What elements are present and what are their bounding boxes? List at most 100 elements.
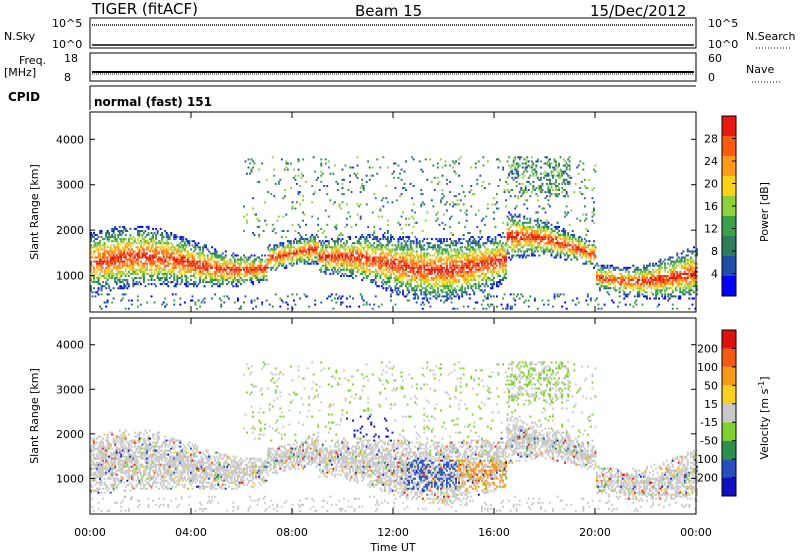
heatmap-cell bbox=[152, 275, 154, 277]
heatmap-cell bbox=[463, 203, 465, 205]
heatmap-cell bbox=[131, 277, 133, 279]
heatmap-cell bbox=[326, 267, 328, 269]
heatmap-cell bbox=[226, 279, 228, 281]
heatmap-cell bbox=[148, 232, 150, 234]
heatmap-cell bbox=[504, 293, 506, 295]
heatmap-cell bbox=[134, 257, 136, 259]
heatmap-cell bbox=[484, 187, 486, 189]
heatmap-cell bbox=[475, 250, 477, 252]
heatmap-cell bbox=[317, 177, 319, 179]
heatmap-cell bbox=[282, 302, 284, 304]
heatmap-cell bbox=[349, 181, 351, 183]
heatmap-cell bbox=[337, 263, 339, 265]
heatmap-cell bbox=[363, 267, 365, 269]
heatmap-cell bbox=[455, 160, 457, 162]
heatmap-cell bbox=[492, 261, 494, 263]
heatmap-cell bbox=[517, 234, 519, 236]
heatmap-cell bbox=[410, 257, 412, 259]
heatmap-cell bbox=[193, 259, 195, 261]
heatmap-cell bbox=[551, 224, 553, 226]
heatmap-cell bbox=[351, 263, 353, 265]
heatmap-cell bbox=[431, 273, 433, 275]
heatmap-cell bbox=[269, 250, 271, 252]
heatmap-cell bbox=[285, 250, 287, 252]
heatmap-cell bbox=[104, 275, 106, 277]
heatmap-cell bbox=[151, 279, 153, 281]
heatmap-cell bbox=[557, 195, 559, 197]
heatmap-cell bbox=[363, 185, 365, 187]
heatmap-cell bbox=[254, 263, 256, 265]
heatmap-cell bbox=[311, 259, 313, 261]
heatmap-cell bbox=[492, 287, 494, 289]
heatmap-cell bbox=[296, 201, 298, 203]
heatmap-cell bbox=[463, 191, 465, 193]
heatmap-cell bbox=[122, 281, 124, 283]
heatmap-cell bbox=[431, 285, 433, 287]
heatmap-cell bbox=[205, 275, 207, 277]
heatmap-cell bbox=[187, 277, 189, 279]
heatmap-cell bbox=[454, 269, 456, 271]
heatmap-cell bbox=[287, 295, 289, 297]
heatmap-cell bbox=[525, 189, 527, 191]
heatmap-cell bbox=[499, 179, 501, 181]
heatmap-cell bbox=[199, 306, 201, 308]
heatmap-cell bbox=[93, 277, 95, 279]
heatmap-cell bbox=[511, 257, 513, 259]
heatmap-cell bbox=[95, 273, 97, 275]
heatmap-cell bbox=[289, 255, 291, 257]
heatmap-cell bbox=[139, 253, 141, 255]
heatmap-cell bbox=[337, 269, 339, 271]
heatmap-cell bbox=[273, 265, 275, 267]
heatmap-cell bbox=[472, 236, 474, 238]
heatmap-cell bbox=[261, 304, 263, 306]
heatmap-cell bbox=[232, 253, 234, 255]
heatmap-cell bbox=[504, 189, 506, 191]
heatmap-cell bbox=[440, 238, 442, 240]
heatmap-cell bbox=[523, 236, 525, 238]
heatmap-cell bbox=[526, 230, 528, 232]
heatmap-cell bbox=[381, 261, 383, 263]
heatmap-cell bbox=[502, 232, 504, 234]
heatmap-cell bbox=[204, 302, 206, 304]
heatmap-cell bbox=[132, 242, 134, 244]
heatmap-cell bbox=[284, 248, 286, 250]
heatmap-cell bbox=[446, 263, 448, 265]
heatmap-cell bbox=[334, 255, 336, 257]
heatmap-cell bbox=[531, 228, 533, 230]
heatmap-cell bbox=[196, 308, 198, 310]
heatmap-cell bbox=[220, 306, 222, 308]
heatmap-cell bbox=[426, 248, 428, 250]
heatmap-cell bbox=[275, 183, 277, 185]
heatmap-cell bbox=[495, 263, 497, 265]
heatmap-cell bbox=[211, 267, 213, 269]
heatmap-cell bbox=[387, 238, 389, 240]
heatmap-cell bbox=[266, 271, 268, 273]
heatmap-cell bbox=[313, 156, 315, 158]
heatmap-cell bbox=[470, 287, 472, 289]
heatmap-cell bbox=[140, 240, 142, 242]
heatmap-cell bbox=[502, 242, 504, 244]
heatmap-cell bbox=[363, 187, 365, 189]
heatmap-cell bbox=[498, 244, 500, 246]
heatmap-cell bbox=[446, 238, 448, 240]
heatmap-cell bbox=[499, 275, 501, 277]
heatmap-cell bbox=[304, 242, 306, 244]
heatmap-cell bbox=[535, 173, 537, 175]
heatmap-cell bbox=[349, 236, 351, 238]
heatmap-cell bbox=[92, 273, 94, 275]
heatmap-cell bbox=[342, 183, 344, 185]
heatmap-cell bbox=[507, 244, 509, 246]
heatmap-cell bbox=[349, 175, 351, 177]
heatmap-cell bbox=[429, 293, 431, 295]
heatmap-cell bbox=[325, 248, 327, 250]
heatmap-cell bbox=[526, 218, 528, 220]
heatmap-cell bbox=[143, 244, 145, 246]
heatmap-cell bbox=[511, 232, 513, 234]
heatmap-cell bbox=[546, 163, 548, 165]
heatmap-cell bbox=[422, 230, 424, 232]
heatmap-cell bbox=[443, 195, 445, 197]
heatmap-cell bbox=[198, 283, 200, 285]
heatmap-cell bbox=[452, 234, 454, 236]
heatmap-cell bbox=[520, 156, 522, 158]
heatmap-cell bbox=[119, 269, 121, 271]
